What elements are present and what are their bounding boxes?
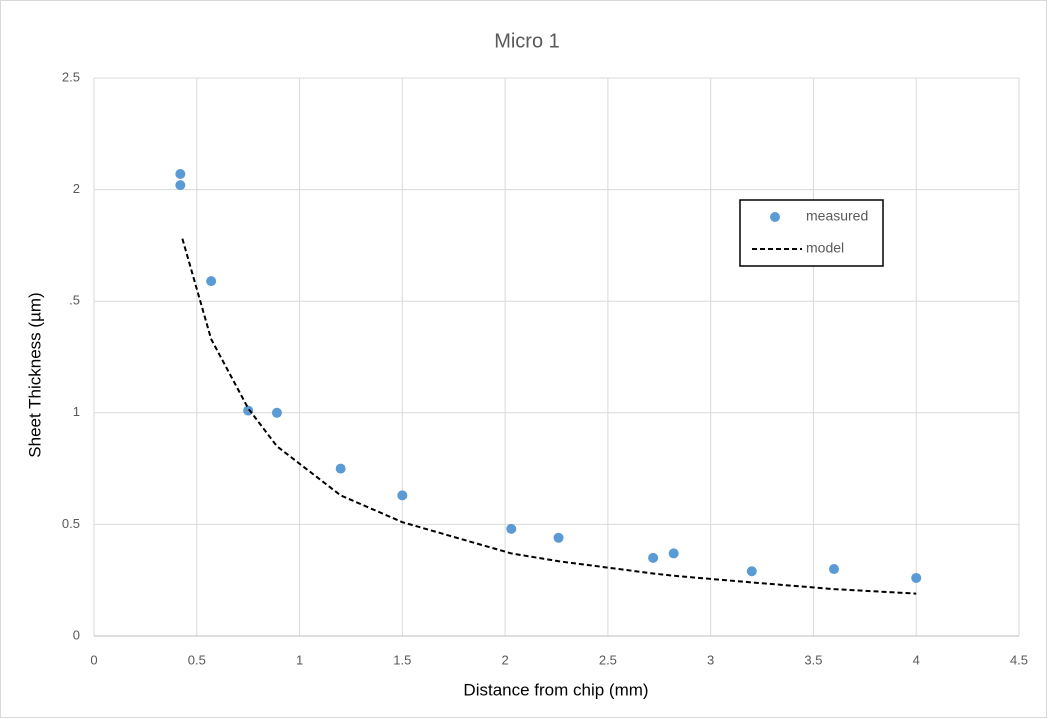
data-point — [553, 532, 564, 543]
x-tick-label: 1.5 — [393, 652, 411, 667]
y-tick-label: 0.5 — [62, 516, 80, 531]
data-point — [397, 490, 408, 501]
data-point — [506, 523, 517, 534]
x-tick-label: 4.5 — [1010, 652, 1028, 667]
x-tick-label: 2.5 — [599, 652, 617, 667]
data-point — [911, 572, 922, 583]
legend-label: measured — [806, 208, 868, 224]
x-tick-label: 3.5 — [804, 652, 822, 667]
data-point — [271, 407, 282, 418]
data-point — [746, 566, 757, 577]
legend-label: model — [806, 240, 844, 256]
y-tick-label: 1 — [73, 404, 80, 419]
data-point — [335, 463, 346, 474]
y-tick-label: 0 — [73, 627, 80, 642]
x-tick-label: 2 — [501, 652, 508, 667]
x-tick-label: 1 — [296, 652, 303, 667]
y-tick-label: .5 — [69, 293, 80, 308]
model-line — [181, 238, 917, 595]
data-point — [206, 276, 217, 287]
x-tick-label: 4 — [913, 652, 920, 667]
legend-marker — [770, 212, 780, 222]
data-point — [175, 168, 186, 179]
chart-title: Micro 1 — [494, 30, 560, 52]
y-tick-label: 2.5 — [62, 69, 80, 84]
y-tick-label: 2 — [73, 181, 80, 196]
data-point — [829, 564, 839, 575]
data-point — [668, 548, 679, 559]
x-tick-label: 0.5 — [188, 652, 206, 667]
x-tick-label: 3 — [707, 652, 714, 667]
data-point — [243, 405, 254, 416]
legend-box — [739, 199, 884, 267]
y-axis-label: Sheet Thickness (µm) — [25, 292, 44, 457]
data-point — [648, 552, 659, 563]
data-point — [175, 180, 186, 191]
x-tick-label: 0 — [90, 652, 97, 667]
x-axis-label: Distance from chip (mm) — [463, 680, 648, 699]
